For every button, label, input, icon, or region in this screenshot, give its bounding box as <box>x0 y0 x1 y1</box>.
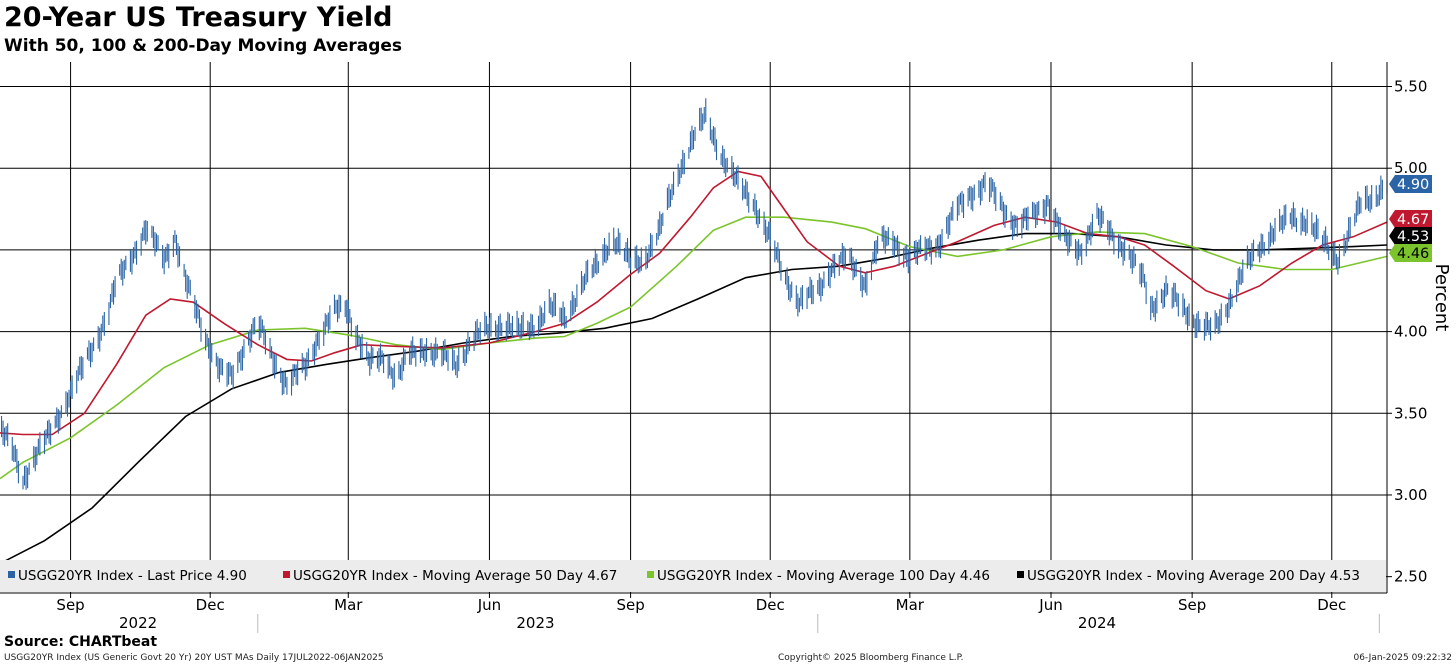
legend: USGG20YR Index - Last Price 4.90 USGG20YR… <box>0 560 1386 592</box>
x-tick-label: Jun <box>1038 596 1062 614</box>
value-tag: 4.90 <box>1389 175 1432 193</box>
legend-swatch <box>283 571 290 578</box>
axes-layer: 2.503.003.504.004.505.005.50SepDecMarJun… <box>0 62 1452 633</box>
x-tick-label: Sep <box>56 596 84 614</box>
x-tick-label: Sep <box>1178 596 1206 614</box>
y-tick-label: 5.00 <box>1394 159 1427 177</box>
x-tick-label: Mar <box>334 596 363 614</box>
x-tick-label: Dec <box>1317 596 1346 614</box>
legend-label: USGG20YR Index - Moving Average 200 Day … <box>1027 568 1360 584</box>
chart-subtitle: With 50, 100 & 200-Day Moving Averages <box>4 36 403 56</box>
x-year-label: 2023 <box>516 614 554 632</box>
value-tag-shape <box>1389 210 1432 228</box>
series-line-2 <box>0 216 1388 480</box>
x-tick-label: Dec <box>196 596 225 614</box>
value-tag: 4.53 <box>1389 227 1432 245</box>
y-tick-label: 2.50 <box>1394 568 1427 586</box>
y-tick-label: 3.00 <box>1394 486 1427 504</box>
value-tag-label: 4.53 <box>1397 229 1429 245</box>
value-tags: 4.90 4.674.534.46 <box>1389 175 1432 262</box>
x-tick-label: Dec <box>756 596 785 614</box>
legend-band <box>0 560 1386 592</box>
value-tag-label: 4.67 <box>1397 212 1429 228</box>
legend-swatch <box>8 571 15 578</box>
x-year-label: 2022 <box>119 614 157 632</box>
y-tick-label: 4.00 <box>1394 323 1427 341</box>
legend-swatch <box>1017 571 1024 578</box>
y-axis-title: Percent <box>1431 264 1452 332</box>
footer-index-note: USGG20YR Index (US Generic Govt 20 Yr) 2… <box>4 653 384 663</box>
legend-label: USGG20YR Index - Moving Average 100 Day … <box>657 568 990 584</box>
x-year-label: 2024 <box>1078 614 1116 632</box>
value-tag-label: 4.90 <box>1397 177 1429 193</box>
x-tick-label: Jun <box>477 596 501 614</box>
y-tick-label: 5.50 <box>1394 78 1427 96</box>
series-line-1 <box>0 170 1388 436</box>
series-layer <box>0 98 1388 565</box>
legend-label: USGG20YR Index - Moving Average 50 Day 4… <box>293 568 617 584</box>
series-price-bars <box>0 98 1388 490</box>
footer-timestamp: 06-Jan-2025 09:22:32 <box>1353 653 1452 663</box>
series-line-3 <box>0 232 1388 565</box>
value-tag-shape <box>1389 244 1432 262</box>
value-tag-shape <box>1389 227 1432 245</box>
value-tag-shape <box>1389 175 1432 193</box>
value-tag: 4.46 <box>1389 244 1432 262</box>
footer-copyright: Copyright© 2025 Bloomberg Finance L.P. <box>778 653 964 663</box>
y-tick-label: 3.50 <box>1394 404 1427 422</box>
x-tick-label: Sep <box>616 596 644 614</box>
chart-title: 20-Year US Treasury Yield <box>4 2 393 33</box>
value-tag-label: 4.46 <box>1397 246 1429 262</box>
footer-source: Source: CHARTbeat <box>4 634 158 650</box>
x-tick-label: Mar <box>896 596 925 614</box>
legend-label: USGG20YR Index - Last Price 4.90 <box>18 568 247 584</box>
value-tag: 4.67 <box>1389 210 1432 228</box>
legend-swatch <box>647 571 654 578</box>
